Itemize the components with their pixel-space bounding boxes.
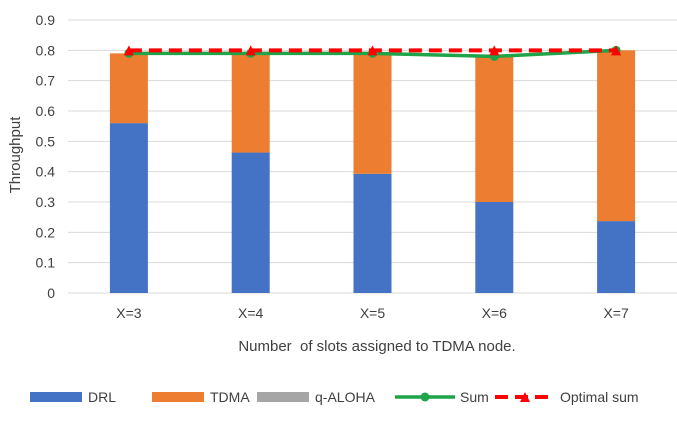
legend-label-optimal-sum: Optimal sum <box>560 389 639 405</box>
legend-swatch-q-aloha <box>257 392 309 402</box>
x-tick-label: X=4 <box>238 305 264 321</box>
line-series <box>123 45 622 61</box>
bar-tdma-2 <box>231 52 270 153</box>
legend-swatch-tdma <box>152 392 204 402</box>
y-tick-label: 0.4 <box>36 164 56 180</box>
legend-swatch-drl <box>30 392 82 402</box>
y-tick-label: 0.7 <box>36 73 56 89</box>
y-axis-title: Throughput <box>7 116 24 194</box>
x-tick-label: X=6 <box>482 305 508 321</box>
bar-drl-4 <box>475 202 514 293</box>
x-tick-labels: X=3 X=4 X=5 X=6 X=7 <box>116 305 629 321</box>
y-tick-labels: 0 0.1 0.2 0.3 0.4 0.5 0.6 0.7 0.8 0.9 <box>36 12 56 301</box>
y-tick-label: 0.9 <box>36 12 56 28</box>
x-tick-label: X=3 <box>116 305 142 321</box>
y-tick-label: 0.2 <box>36 224 56 240</box>
y-tick-label: 0.8 <box>36 42 56 58</box>
bar-drl-5 <box>597 221 636 293</box>
x-tick-label: X=7 <box>603 305 629 321</box>
y-tick-label: 0.3 <box>36 194 56 210</box>
legend-marker-sum <box>420 392 430 402</box>
point-optimal-sum-4 <box>489 45 500 56</box>
legend-label-drl: DRL <box>88 389 116 405</box>
bar-tdma-1 <box>109 53 148 124</box>
bar-drl-2 <box>231 152 270 293</box>
bar-drl-3 <box>353 173 392 293</box>
bar-tdma-5 <box>597 50 636 222</box>
bar-tdma-3 <box>353 52 392 174</box>
legend: DRL TDMA q-ALOHA Sum Optimal sum <box>30 389 639 405</box>
point-optimal-sum-1 <box>123 45 134 56</box>
y-tick-label: 0.5 <box>36 133 56 149</box>
y-tick-label: 0.6 <box>36 103 56 119</box>
y-tick-label: 0 <box>47 285 55 301</box>
x-tick-label: X=5 <box>360 305 386 321</box>
point-optimal-sum-3 <box>367 45 378 56</box>
bar-tdma-4 <box>475 56 514 203</box>
point-optimal-sum-2 <box>245 45 256 56</box>
x-axis-title: Number of slots assigned to TDMA node. <box>238 338 515 355</box>
legend-label-tdma: TDMA <box>210 389 250 405</box>
legend-label-sum: Sum <box>460 389 489 405</box>
legend-label-q-aloha: q-ALOHA <box>315 389 376 405</box>
stacked-bars <box>109 50 636 293</box>
bar-drl-1 <box>109 123 148 293</box>
legend-marker-optimal-sum <box>520 392 530 402</box>
point-optimal-sum-5 <box>611 45 622 56</box>
y-tick-label: 0.1 <box>36 255 56 271</box>
